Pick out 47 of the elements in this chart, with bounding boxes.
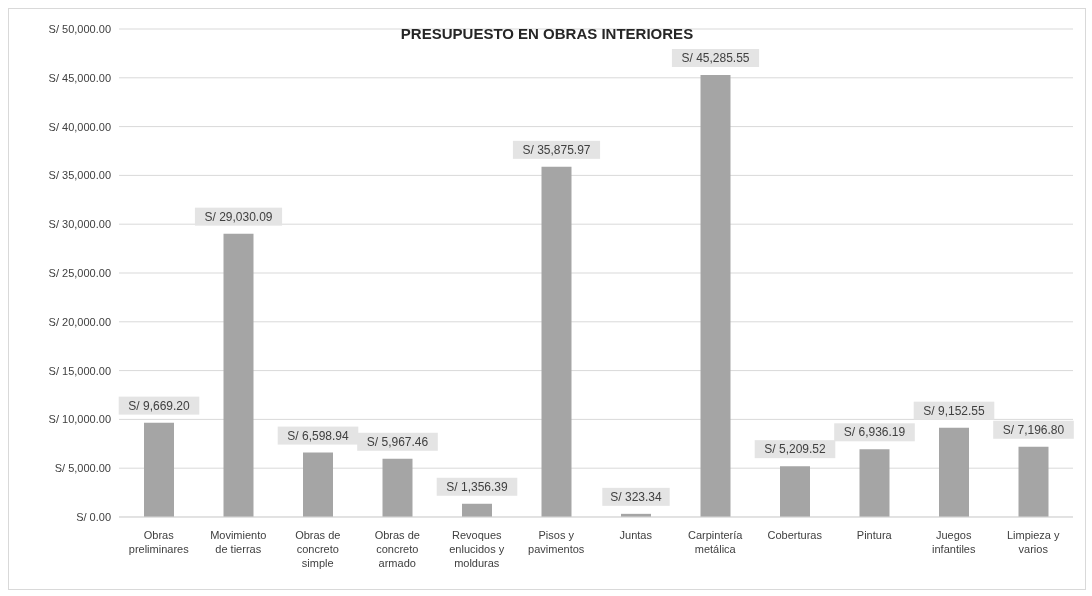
x-tick-label: Carpintería metálica <box>688 529 744 555</box>
y-tick-label: S/ 5,000.00 <box>54 462 111 475</box>
data-label: S/ 5,967.46 <box>366 434 429 449</box>
x-tick-label: Obras preliminares <box>128 529 190 555</box>
y-tick-label: S/ 30,000.00 <box>48 218 111 231</box>
x-tick-label: Pintura <box>856 529 893 541</box>
x-tick-label: Obras de concreto armado <box>374 529 420 569</box>
x-tick-label: Coberturas <box>767 529 823 541</box>
data-label: S/ 7,196.80 <box>1002 422 1065 437</box>
data-label: S/ 1,356.39 <box>446 479 509 494</box>
x-tick-label: Revoques enlucidos y molduras <box>449 529 505 569</box>
y-tick-label: S/ 40,000.00 <box>48 120 111 133</box>
data-label: S/ 35,875.97 <box>522 142 591 157</box>
data-label: S/ 6,936.19 <box>843 425 906 440</box>
bar <box>939 427 969 517</box>
bar <box>144 422 174 517</box>
y-tick-label: S/ 20,000.00 <box>48 315 111 328</box>
bar <box>382 458 413 517</box>
x-tick-label: Limpieza y varios <box>1006 529 1061 555</box>
bar <box>859 449 890 517</box>
bar <box>303 452 333 517</box>
y-tick-label: S/ 45,000.00 <box>48 71 111 84</box>
x-tick-label: Pisos y pavimentos <box>528 529 585 555</box>
x-tick-label: Juntas <box>619 529 653 541</box>
data-label: S/ 9,152.55 <box>923 403 986 418</box>
data-label: S/ 5,209.52 <box>764 442 827 457</box>
chart-title: PRESUPUESTO EN OBRAS INTERIORES <box>400 25 694 42</box>
y-tick-label: S/ 50,000.00 <box>48 22 111 35</box>
y-tick-label: S/ 25,000.00 <box>48 266 111 279</box>
y-tick-label: S/ 15,000.00 <box>48 364 111 377</box>
bar <box>1018 446 1049 517</box>
bar <box>700 75 731 517</box>
x-tick-label: Juegos infantiles <box>932 529 976 555</box>
x-tick-label: Movimiento de tierras <box>210 529 267 555</box>
data-label: S/ 45,285.55 <box>681 51 750 66</box>
bar <box>223 233 254 517</box>
data-label: S/ 9,669.20 <box>128 398 191 413</box>
y-tick-label: S/ 10,000.00 <box>48 413 111 426</box>
y-tick-label: S/ 35,000.00 <box>48 169 111 182</box>
data-label: S/ 29,030.09 <box>204 209 273 224</box>
data-label: S/ 323.34 <box>610 489 663 504</box>
bar <box>462 503 492 517</box>
data-label: S/ 6,598.94 <box>287 428 350 443</box>
bar <box>541 166 572 517</box>
x-tick-label: Obras de concreto simple <box>295 529 341 569</box>
y-tick-label: S/ 0.00 <box>76 510 111 523</box>
bar <box>780 466 810 517</box>
